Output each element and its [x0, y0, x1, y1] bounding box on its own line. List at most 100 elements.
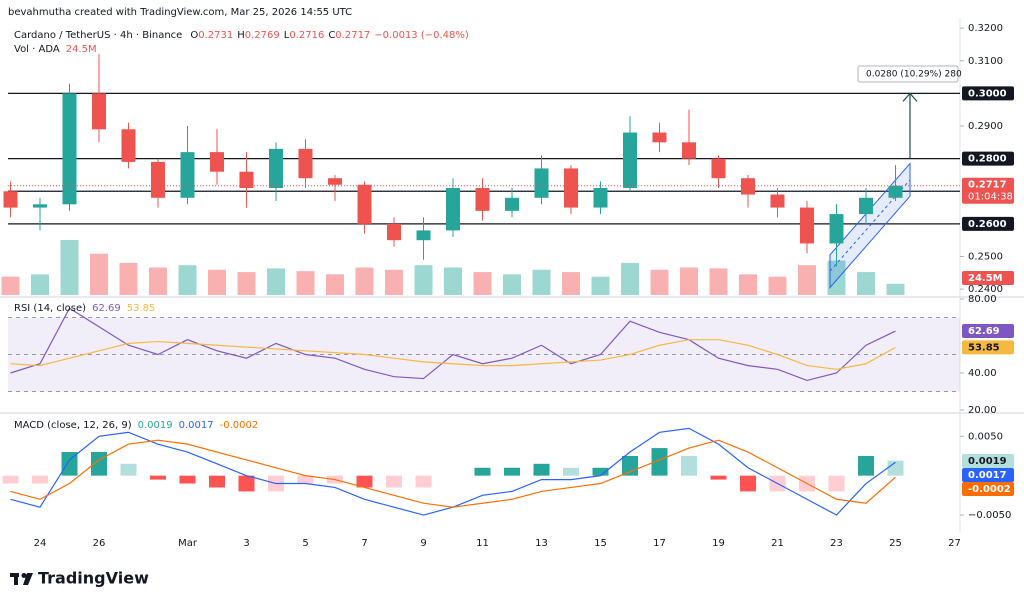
pane-name: MACD (close, 12, 26, 9) [14, 420, 132, 431]
series-badge: 53.85 [968, 342, 1000, 353]
candle-body [3, 191, 18, 208]
volume-bar [355, 267, 374, 295]
legend-value: 0.2731 [198, 30, 233, 41]
macd-hist-badge-bg [962, 454, 1014, 468]
macd-histogram-bar [622, 455, 638, 476]
volume-bar [503, 274, 521, 295]
macd-histogram-bar [32, 475, 48, 484]
macd-histogram-bar [710, 475, 727, 480]
measure-arrowhead [902, 92, 918, 102]
volume-title: Vol · ADA 24.5M [14, 44, 97, 55]
legend-change: −0.0013 (−0.48%) [374, 30, 469, 41]
macd-histogram-bar [504, 467, 520, 476]
volume-bar [296, 271, 315, 295]
candle-body [180, 152, 195, 198]
volume-bar [473, 272, 492, 295]
macd-histogram-bar [120, 463, 137, 476]
y-tick-label: 0.2500 [968, 252, 1003, 263]
pane-title: Cardano / TetherUS · 4h · Binance O0.2731… [14, 30, 469, 41]
line-series [10, 439, 896, 508]
macd-histogram-bar [179, 475, 196, 484]
x-tick-label: Mar [178, 538, 198, 549]
volume-bar [709, 268, 728, 295]
last-price: 0.2717 [968, 180, 1007, 191]
volume-bar [591, 276, 610, 295]
candle-body [682, 142, 696, 159]
candle-body [210, 152, 224, 172]
candle-body [505, 197, 519, 211]
volume-bar [414, 265, 433, 295]
candle-body [829, 214, 844, 244]
candle-body [387, 223, 401, 241]
brand-logo [10, 573, 33, 585]
legend-value: 0.0017 [179, 420, 214, 431]
series-badge-bg [962, 324, 1014, 339]
x-tick-label: 26 [93, 538, 106, 549]
macd-histogram-bar [563, 467, 579, 476]
volume-bar [857, 272, 875, 295]
candle-body [239, 171, 254, 189]
macd-histogram-bar [474, 467, 491, 476]
volume-bar [886, 283, 905, 295]
candle-body [652, 132, 667, 143]
macd-histogram-bar [297, 475, 314, 484]
x-tick-label: 5 [302, 538, 308, 549]
volume-bar [267, 268, 285, 295]
candle-body [328, 178, 342, 185]
volume-bar [562, 272, 580, 295]
volume-bar [444, 267, 462, 295]
macd-histogram-bar [858, 455, 874, 476]
candle-body [269, 148, 283, 189]
level-label: 0.2800 [968, 154, 1007, 165]
signal-badge: -0.0002 [968, 484, 1011, 495]
candle-body [564, 168, 578, 208]
series-badge: 62.69 [968, 326, 1000, 337]
y-tick-label: 0.3100 [968, 56, 1003, 67]
macd-badge: 0.0017 [968, 470, 1007, 481]
channel-mid [829, 179, 911, 272]
x-tick-label: 21 [771, 538, 784, 549]
x-tick-label: 7 [361, 538, 367, 549]
pane-title: RSI (14, close) 62.69 53.85 [14, 303, 155, 314]
measure-label: 0.0280 (10.29%) 280 [866, 70, 962, 80]
x-tick-label: 13 [535, 538, 548, 549]
x-tick-label: 19 [712, 538, 725, 549]
series-badge-bg [962, 340, 1014, 355]
macd-histogram-bar [533, 463, 550, 476]
candle-body [711, 158, 726, 179]
macd-histogram-bar [592, 467, 609, 476]
y-tick-label: 20.00 [968, 405, 997, 416]
x-tick-label: 15 [594, 538, 607, 549]
y-tick-label: 0.2900 [968, 121, 1003, 132]
macd-histogram-bar [740, 475, 756, 492]
pane-title: MACD (close, 12, 26, 9) 0.0019 0.0017 -0.00… [14, 420, 258, 431]
volume-bar [680, 267, 698, 295]
volume-bar [768, 276, 787, 295]
x-tick-label: 9 [420, 538, 426, 549]
legend-value: 0.2717 [335, 30, 370, 41]
volume-bar [149, 267, 167, 295]
countdown: 01:04:38 [968, 192, 1013, 203]
volume-bar [178, 265, 197, 295]
volume-bar [60, 240, 79, 295]
measure-box [857, 65, 959, 83]
macd-histogram-bar [2, 475, 19, 484]
volume-bar [119, 262, 138, 295]
volume-bar [1, 276, 20, 295]
volume-bar [31, 274, 49, 295]
volume-bar [90, 253, 108, 295]
volume-bar [385, 269, 403, 295]
y-tick-label: 0.0050 [968, 431, 1003, 442]
volume-bar [532, 269, 551, 295]
macd-histogram-bar [386, 475, 402, 488]
candle-body [121, 129, 136, 162]
macd-histogram-bar [681, 455, 697, 476]
candle-body [475, 188, 490, 211]
legend-key: O [190, 30, 198, 41]
macd-histogram-bar [150, 475, 166, 480]
legend-value: 0.2716 [289, 30, 324, 41]
candle-body [741, 178, 755, 195]
symbol: Cardano / TetherUS · 4h · Binance [14, 30, 182, 41]
candle-body [534, 168, 549, 198]
